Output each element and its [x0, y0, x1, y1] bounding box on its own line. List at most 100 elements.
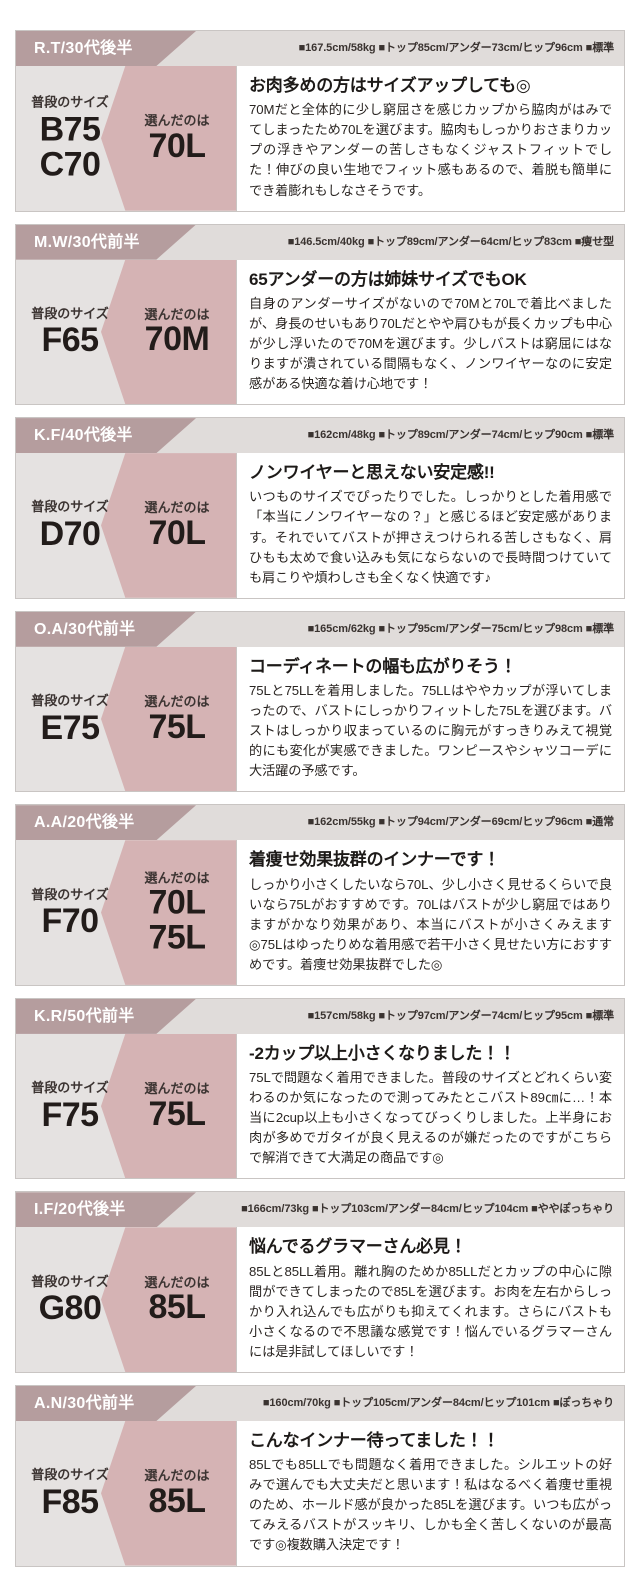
usual-size-block: 普段のサイズ F70 — [16, 886, 124, 938]
size-panel: 普段のサイズ F85 選んだのは 85L — [16, 1420, 236, 1566]
usual-size-block: 普段のサイズ G80 — [16, 1274, 124, 1326]
review-body-text: いつものサイズでぴったりでした。しっかりとした着用感で「本当にノンワイヤーなの？… — [249, 489, 612, 585]
review-card-body: 普段のサイズ E75 選んだのは 75L コーディネートの幅も広がりそう！ 75Lと75L… — [16, 646, 624, 792]
usual-size-block: 普段のサイズ F85 — [16, 1467, 124, 1519]
reviewer-body-specs: ■162cm/48kg ■トップ89cm/アンダー74cm/ヒップ90cm ■標… — [307, 429, 615, 442]
review-title: こんなインナー待ってました！！ — [249, 1430, 500, 1450]
usual-size-caption: 普段のサイズ — [31, 886, 109, 902]
reviewer-name-label: R.T/30代後半 — [34, 40, 133, 57]
review-card-header: R.T/30代後半 ■167.5cm/58kg ■トップ85cm/アンダー73cm… — [16, 31, 624, 66]
usual-size-caption: 普段のサイズ — [31, 499, 109, 515]
chosen-size-value: 70M — [144, 320, 210, 359]
chosen-size-caption: 選んだのは — [144, 1468, 210, 1484]
usual-size-value: C70 — [39, 145, 101, 184]
reviewer-body-specs: ■160cm/70kg ■トップ105cm/アンダー84cm/ヒップ101cm … — [262, 1396, 614, 1409]
chosen-size-value: 85L — [148, 1481, 206, 1520]
usual-size-caption: 普段のサイズ — [31, 1079, 109, 1095]
review-card: A.N/30代前半 ■160cm/70kg ■トップ105cm/アンダー84cm/… — [15, 1384, 625, 1567]
review-card: M.W/30代前半 ■146.5cm/40kg ■トップ89cm/アンダー64cm… — [15, 223, 625, 406]
review-card: O.A/30代前半 ■165cm/62kg ■トップ95cm/アンダー75cm/ヒ… — [15, 610, 625, 793]
chevron-right-icon — [101, 1227, 236, 1372]
chosen-size-value: 70L — [148, 513, 206, 552]
size-panel: 普段のサイズ D70 選んだのは 70L — [16, 453, 236, 598]
review-card: I.F/20代後半 ■166cm/73kg ■トップ103cm/アンダー84cm/… — [15, 1191, 625, 1373]
chevron-right-icon — [101, 1033, 236, 1179]
chosen-size-caption: 選んだのは — [144, 870, 210, 886]
chosen-size-caption: 選んだのは — [144, 1274, 210, 1290]
chevron-right-icon — [101, 259, 236, 405]
review-card-body: 普段のサイズ F85 選んだのは 85L こんなインナー待ってました！！ 85Lでも85L… — [16, 1420, 624, 1566]
reviewer-name-label: K.R/50代前半 — [34, 1007, 135, 1025]
review-card-header: M.W/30代前半 ■146.5cm/40kg ■トップ89cm/アンダー64cm… — [16, 224, 624, 260]
chevron-right-icon — [101, 453, 236, 598]
review-text-panel: ノンワイヤーと思えない安定感!! いつものサイズでぴったりでした。しっかりとした着… — [236, 453, 624, 598]
usual-size-value: F70 — [41, 901, 99, 940]
review-card-body: 普段のサイズ F70 選んだのは 70L 75L 着痩せ効果抜群のインナーです！ しっかり小… — [16, 840, 624, 985]
reviewer-body-specs: ■167.5cm/58kg ■トップ85cm/アンダー73cm/ヒップ96cm … — [298, 42, 614, 54]
size-panel: 普段のサイズ G80 選んだのは 85L — [16, 1227, 236, 1372]
size-panel: 普段のサイズ F75 選んだのは 75L — [16, 1033, 236, 1179]
usual-size-value: B75 — [39, 110, 101, 149]
review-body-text: 75Lで問題なく着用できました。普段のサイズとどれくらい変わるのか気になったので… — [249, 1070, 612, 1166]
review-text-panel: 悩んでるグラマーさん必見！ 85Lと85LL着用。離れ胸のためか85LLだとカップ… — [236, 1227, 624, 1372]
usual-size-caption: 普段のサイズ — [31, 692, 109, 708]
reviewer-name-label: K.F/40代後半 — [34, 427, 133, 445]
review-card-header: A.N/30代前半 ■160cm/70kg ■トップ105cm/アンダー84cm/… — [16, 1385, 624, 1421]
review-card-body: 普段のサイズ D70 選んだのは 70L ノンワイヤーと思えない安定感!! いつものサイズ… — [16, 453, 624, 598]
usual-size-block: 普段のサイズ D70 — [16, 499, 124, 551]
chosen-size-block: 選んだのは 70L — [118, 113, 236, 163]
reviewer-body-specs: ■162cm/55kg ■トップ94cm/アンダー69cm/ヒップ96cm ■通… — [307, 816, 615, 829]
review-body-text: 自身のアンダーサイズがないので70Mと70Lで着比べましたが、身長のせいもあり7… — [249, 295, 612, 392]
review-card-body: 普段のサイズ B75 C70 選んだのは 70L お肉多めの方はサイズアップしても◎ 70M… — [16, 66, 624, 211]
review-card-header: K.F/40代後半 ■162cm/48kg ■トップ89cm/アンダー74cm/ヒ… — [16, 418, 624, 454]
reviewer-body-specs: ■157cm/58kg ■トップ97cm/アンダー74cm/ヒップ95cm ■標… — [307, 1009, 615, 1022]
review-card-header: K.R/50代前半 ■157cm/58kg ■トップ97cm/アンダー74cm/ヒ… — [16, 998, 624, 1034]
chosen-size-block: 選んだのは 85L — [118, 1468, 236, 1518]
chosen-size-block: 選んだのは 70L 75L — [118, 870, 236, 955]
reviewer-name-label: I.F/20代後半 — [34, 1201, 126, 1219]
reviewer-name-label: M.W/30代前半 — [34, 233, 140, 251]
reviewer-name-label: A.A/20代後半 — [34, 814, 135, 832]
chosen-size-caption: 選んだのは — [144, 1080, 210, 1096]
review-text-panel: お肉多めの方はサイズアップしても◎ 70Mだと全体的に少し窮屈さを感じカップから脇… — [236, 66, 624, 211]
chevron-right-icon — [101, 66, 236, 211]
review-text-panel: -2カップ以上小さくなりました！！ 75Lで問題なく着用できました。普段のサイズと… — [236, 1033, 624, 1179]
review-title: 着痩せ効果抜群のインナーです！ — [249, 850, 500, 870]
size-panel: 普段のサイズ E75 選んだのは 75L — [16, 646, 236, 792]
review-title: お肉多めの方はサイズアップしても◎ — [249, 76, 531, 95]
review-card-body: 普段のサイズ F65 選んだのは 70M 65アンダーの方は姉妹サイズでもOK 自身のアン… — [16, 259, 624, 405]
review-card-header: O.A/30代前半 ■165cm/62kg ■トップ95cm/アンダー75cm/ヒ… — [16, 611, 624, 647]
review-body-text: 85Lと85LL着用。離れ胸のためか85LLだとカップの中心に隙間ができてしまっ… — [249, 1263, 612, 1359]
usual-size-value: D70 — [39, 514, 101, 553]
usual-size-caption: 普段のサイズ — [31, 1467, 109, 1483]
usual-size-value: F85 — [41, 1482, 99, 1521]
reviewer-body-specs: ■146.5cm/40kg ■トップ89cm/アンダー64cm/ヒップ83cm … — [287, 235, 614, 248]
chosen-size-value: 75L — [148, 707, 206, 746]
size-panel: 普段のサイズ B75 C70 選んだのは 70L — [16, 66, 236, 211]
review-text-panel: コーディネートの幅も広がりそう！ 75Lと75LLを着用しました。75LLはややカ… — [236, 646, 624, 792]
usual-size-block: 普段のサイズ F75 — [16, 1080, 124, 1132]
chosen-size-value: 75L — [148, 918, 206, 957]
usual-size-caption: 普段のサイズ — [31, 305, 109, 321]
usual-size-caption: 普段のサイズ — [31, 94, 109, 110]
review-text-panel: こんなインナー待ってました！！ 85Lでも85LLでも問題なく着用できました。シル… — [236, 1420, 624, 1566]
review-card: K.R/50代前半 ■157cm/58kg ■トップ97cm/アンダー74cm/ヒ… — [15, 997, 625, 1180]
chosen-size-block: 選んだのは 70L — [118, 500, 236, 550]
usual-size-caption: 普段のサイズ — [31, 1273, 109, 1289]
chosen-size-value: 85L — [148, 1288, 206, 1327]
usual-size-value: F65 — [41, 321, 99, 360]
review-title: コーディネートの幅も広がりそう！ — [249, 656, 517, 676]
usual-size-value: F75 — [41, 1095, 99, 1134]
chevron-right-icon — [101, 840, 236, 985]
review-card-header: I.F/20代後半 ■166cm/73kg ■トップ103cm/アンダー84cm/… — [16, 1192, 624, 1228]
chosen-size-block: 選んだのは 75L — [118, 694, 236, 744]
review-card: K.F/40代後半 ■162cm/48kg ■トップ89cm/アンダー74cm/ヒ… — [15, 417, 625, 599]
chosen-size-value: 70L — [148, 883, 206, 922]
chosen-size-block: 選んだのは 75L — [118, 1081, 236, 1131]
reviewer-name-label: O.A/30代前半 — [34, 620, 136, 638]
chosen-size-value: 75L — [148, 1094, 206, 1133]
review-title: 悩んでるグラマーさん必見！ — [249, 1237, 467, 1257]
review-body-text: しっかり小さくしたいなら70L、少し小さく見せるくらいで良いなら75Lがおすすめ… — [249, 876, 612, 972]
chosen-size-caption: 選んだのは — [144, 113, 210, 129]
chosen-size-caption: 選んだのは — [144, 693, 210, 709]
